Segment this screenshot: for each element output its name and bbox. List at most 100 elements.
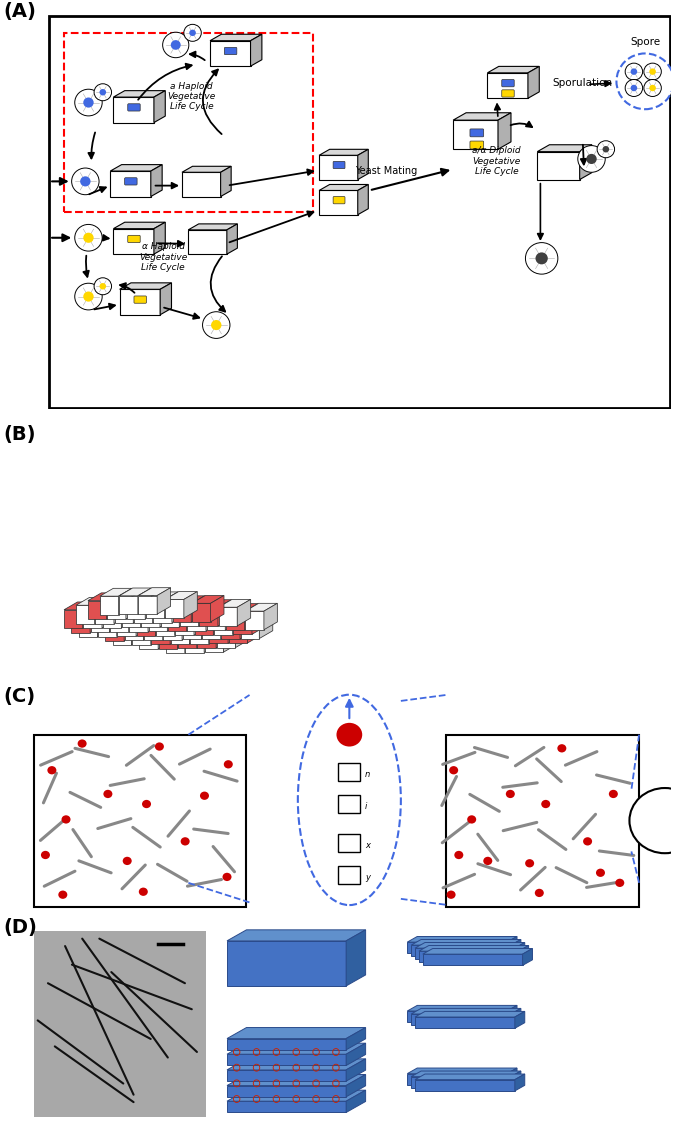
Circle shape bbox=[162, 33, 189, 57]
Polygon shape bbox=[195, 616, 213, 635]
Polygon shape bbox=[229, 625, 247, 643]
Polygon shape bbox=[114, 91, 165, 97]
Polygon shape bbox=[227, 1101, 346, 1112]
Polygon shape bbox=[151, 618, 184, 626]
Polygon shape bbox=[164, 614, 195, 622]
FancyBboxPatch shape bbox=[338, 795, 360, 813]
Polygon shape bbox=[153, 596, 186, 604]
Polygon shape bbox=[132, 626, 151, 645]
Polygon shape bbox=[408, 1011, 507, 1022]
Polygon shape bbox=[83, 602, 96, 628]
Circle shape bbox=[631, 69, 637, 74]
Polygon shape bbox=[71, 614, 90, 633]
Polygon shape bbox=[182, 172, 221, 197]
Polygon shape bbox=[187, 613, 206, 631]
Polygon shape bbox=[206, 605, 219, 631]
FancyBboxPatch shape bbox=[127, 235, 140, 242]
Circle shape bbox=[223, 873, 232, 881]
Polygon shape bbox=[346, 1043, 366, 1065]
Polygon shape bbox=[148, 606, 162, 632]
Polygon shape bbox=[178, 629, 197, 649]
Text: Yeast Mating: Yeast Mating bbox=[355, 166, 417, 176]
Polygon shape bbox=[507, 1069, 517, 1085]
FancyBboxPatch shape bbox=[333, 161, 345, 169]
Polygon shape bbox=[110, 606, 142, 614]
Polygon shape bbox=[178, 622, 210, 629]
Polygon shape bbox=[411, 1009, 521, 1015]
Polygon shape bbox=[102, 601, 116, 628]
Circle shape bbox=[535, 888, 544, 897]
Circle shape bbox=[62, 815, 71, 823]
Circle shape bbox=[84, 233, 94, 243]
Polygon shape bbox=[218, 600, 232, 626]
Polygon shape bbox=[221, 613, 253, 620]
Polygon shape bbox=[411, 939, 521, 945]
Polygon shape bbox=[121, 601, 135, 628]
Polygon shape bbox=[166, 626, 198, 634]
Polygon shape bbox=[175, 617, 194, 635]
Circle shape bbox=[203, 312, 230, 339]
Text: α Haploid
Vegetative
Life Cycle: α Haploid Vegetative Life Cycle bbox=[139, 242, 188, 272]
Circle shape bbox=[72, 168, 99, 195]
Polygon shape bbox=[125, 614, 157, 622]
Circle shape bbox=[525, 859, 534, 867]
Polygon shape bbox=[210, 34, 262, 41]
Circle shape bbox=[525, 242, 558, 274]
Polygon shape bbox=[146, 592, 178, 600]
Polygon shape bbox=[160, 608, 179, 627]
Polygon shape bbox=[134, 597, 166, 605]
Polygon shape bbox=[164, 622, 182, 640]
Polygon shape bbox=[154, 91, 165, 123]
Polygon shape bbox=[153, 604, 172, 623]
Polygon shape bbox=[226, 611, 245, 631]
Polygon shape bbox=[138, 588, 171, 596]
Polygon shape bbox=[346, 1028, 366, 1049]
Polygon shape bbox=[453, 113, 511, 120]
Polygon shape bbox=[114, 229, 154, 254]
Polygon shape bbox=[523, 948, 532, 965]
FancyBboxPatch shape bbox=[125, 178, 137, 185]
Polygon shape bbox=[251, 34, 262, 66]
Polygon shape bbox=[346, 1074, 366, 1097]
Polygon shape bbox=[245, 611, 264, 629]
Polygon shape bbox=[146, 600, 164, 618]
Polygon shape bbox=[227, 1038, 346, 1049]
Circle shape bbox=[577, 145, 606, 172]
Polygon shape bbox=[138, 588, 151, 615]
Polygon shape bbox=[144, 614, 176, 622]
Polygon shape bbox=[116, 610, 130, 636]
Polygon shape bbox=[182, 614, 195, 640]
Polygon shape bbox=[209, 617, 222, 644]
Circle shape bbox=[625, 80, 643, 97]
Polygon shape bbox=[227, 1058, 366, 1070]
Polygon shape bbox=[158, 623, 172, 649]
Polygon shape bbox=[227, 941, 346, 986]
FancyBboxPatch shape bbox=[470, 128, 484, 136]
Polygon shape bbox=[415, 1017, 515, 1028]
Polygon shape bbox=[173, 604, 191, 623]
Circle shape bbox=[155, 742, 164, 751]
Polygon shape bbox=[136, 610, 149, 636]
Polygon shape bbox=[204, 626, 218, 652]
Polygon shape bbox=[227, 930, 366, 941]
Polygon shape bbox=[411, 1015, 511, 1026]
Polygon shape bbox=[129, 613, 148, 632]
Polygon shape bbox=[97, 610, 111, 637]
Polygon shape bbox=[88, 600, 107, 619]
Polygon shape bbox=[264, 604, 277, 629]
Polygon shape bbox=[100, 588, 132, 596]
Circle shape bbox=[541, 799, 550, 808]
Polygon shape bbox=[234, 608, 265, 616]
Text: Spore: Spore bbox=[630, 37, 660, 47]
Polygon shape bbox=[240, 613, 253, 638]
Polygon shape bbox=[408, 942, 507, 954]
Text: n: n bbox=[365, 769, 370, 778]
Polygon shape bbox=[188, 224, 238, 230]
Polygon shape bbox=[358, 185, 369, 215]
Polygon shape bbox=[223, 626, 237, 652]
Polygon shape bbox=[88, 593, 120, 600]
Bar bbox=[446, 734, 639, 906]
Circle shape bbox=[58, 891, 67, 899]
Polygon shape bbox=[221, 620, 240, 638]
Polygon shape bbox=[155, 609, 169, 636]
